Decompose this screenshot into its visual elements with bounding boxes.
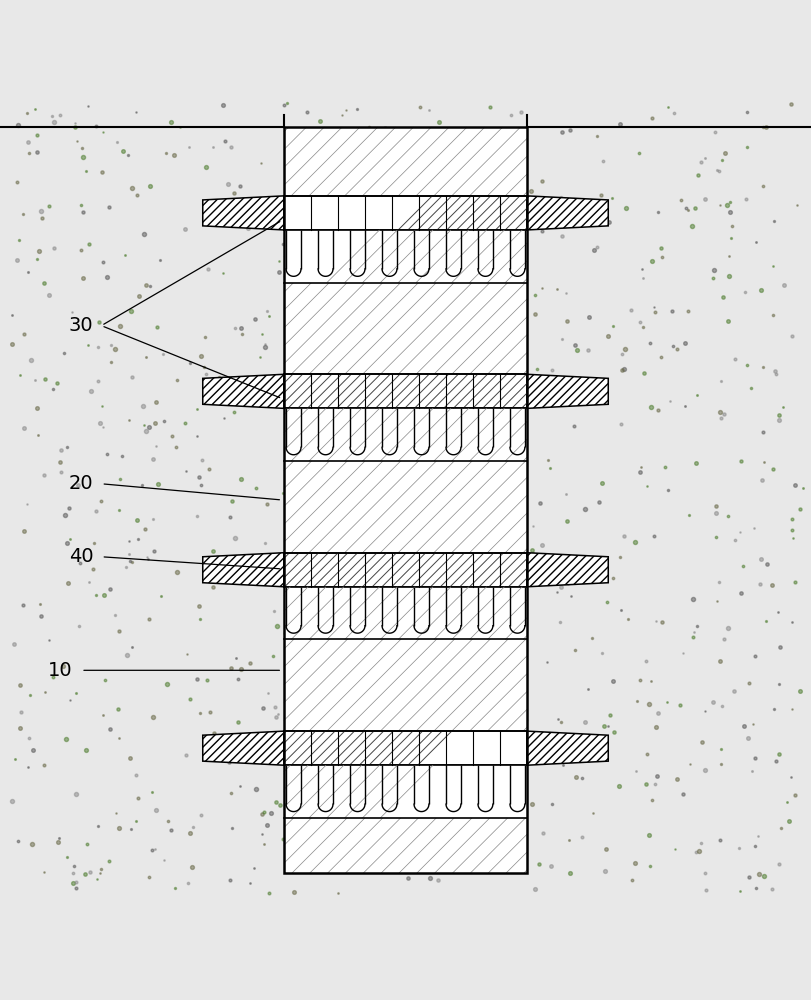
- Polygon shape: [203, 374, 284, 408]
- Polygon shape: [203, 553, 284, 587]
- Bar: [284, 553, 527, 587]
- Bar: [284, 127, 527, 873]
- Polygon shape: [527, 553, 608, 587]
- Text: 30: 30: [69, 316, 93, 335]
- Bar: [284, 127, 527, 873]
- Text: 10: 10: [49, 661, 73, 680]
- Bar: [284, 765, 527, 818]
- Bar: [284, 587, 527, 639]
- Polygon shape: [527, 731, 608, 765]
- Polygon shape: [203, 196, 284, 230]
- Bar: [284, 374, 527, 408]
- Text: 20: 20: [69, 474, 93, 493]
- Polygon shape: [527, 374, 608, 408]
- Polygon shape: [527, 196, 608, 230]
- Bar: [284, 408, 527, 461]
- Text: 40: 40: [69, 547, 93, 566]
- Bar: [284, 230, 527, 283]
- Polygon shape: [203, 731, 284, 765]
- Bar: [284, 196, 527, 230]
- Bar: [284, 731, 527, 765]
